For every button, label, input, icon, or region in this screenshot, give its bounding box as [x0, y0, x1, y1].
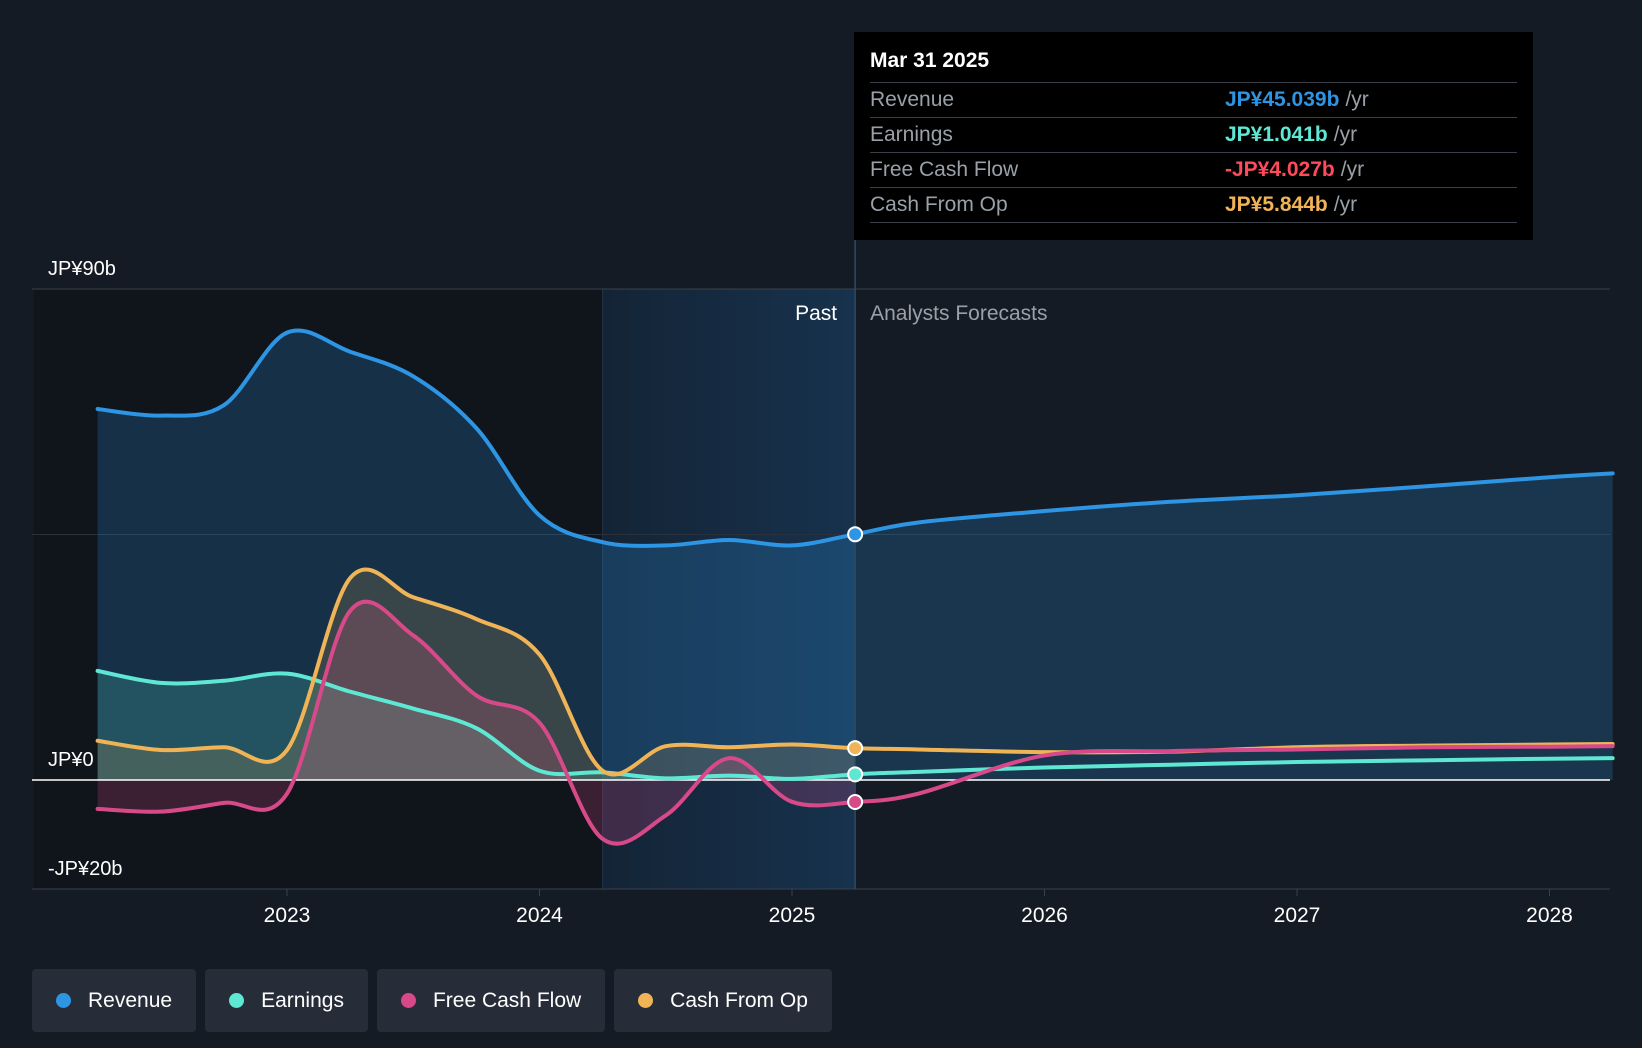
x-tick-label: 2025 [769, 904, 816, 927]
legend-item-free-cash-flow[interactable]: Free Cash Flow [376, 969, 606, 1032]
forecast-label: Analysts Forecasts [870, 302, 1047, 325]
legend: Revenue Earnings Free Cash Flow Cash Fro… [32, 969, 832, 1032]
tooltip-unit: /yr [1333, 193, 1358, 216]
free-cash-flow-marker [847, 793, 864, 810]
legend-label: Earnings [261, 988, 344, 1012]
revenue-marker [847, 526, 864, 543]
free-cash-flow-area [97, 601, 856, 844]
x-tick-label: 2023 [264, 904, 311, 927]
y-tick-label: -JP¥20b [48, 858, 123, 880]
tooltip-row-free-cash-flow: Free Cash Flow -JP¥4.027b /yr [870, 153, 1517, 188]
tooltip-value: JP¥1.041b [1225, 123, 1328, 146]
highlight-region [602, 289, 856, 889]
earnings-dot-icon [229, 993, 245, 1008]
tooltip: Mar 31 2025 Revenue JP¥45.039b /yr Earni… [854, 32, 1533, 240]
x-tick-label: 2027 [1274, 904, 1321, 927]
past-region [33, 289, 603, 889]
cash-from-op-dot-icon [638, 993, 654, 1008]
tooltip-unit: /yr [1345, 88, 1369, 111]
past-label: Past [795, 302, 837, 325]
earnings-marker [847, 766, 864, 783]
revenue-line [95, 328, 1615, 548]
tooltip-value: -JP¥4.027b [1225, 158, 1335, 181]
y-tick-label: JP¥90b [48, 258, 116, 280]
tooltip-value: JP¥45.039b [1225, 88, 1340, 111]
tooltip-label: Revenue [870, 88, 955, 111]
tooltip-label: Earnings [870, 123, 953, 146]
legend-label: Cash From Op [670, 988, 808, 1012]
tooltip-unit: /yr [1340, 158, 1365, 181]
legend-item-revenue[interactable]: Revenue [32, 969, 197, 1032]
legend-label: Free Cash Flow [432, 988, 582, 1012]
revenue-dot-icon [56, 993, 71, 1008]
tooltip-unit: /yr [1333, 123, 1358, 146]
free-cash-flow-line [95, 599, 1615, 846]
x-tick-label: 2028 [1526, 904, 1573, 927]
cash-from-op-area [97, 569, 856, 780]
legend-item-cash-from-op[interactable]: Cash From Op [614, 969, 832, 1032]
earnings-line [95, 668, 1615, 781]
tooltip-row-revenue: Revenue JP¥45.039b /yr [870, 83, 1517, 118]
x-tick-label: 2024 [516, 904, 563, 927]
cash-from-op-line [95, 567, 1615, 777]
y-tick-label: JP¥0 [48, 749, 94, 771]
tooltip-row-cash-from-op: Cash From Op JP¥5.844b /yr [870, 188, 1517, 223]
tooltip-label: Cash From Op [870, 193, 1008, 216]
x-tick-label: 2026 [1021, 904, 1068, 927]
tooltip-label: Free Cash Flow [870, 158, 1019, 181]
legend-item-earnings[interactable]: Earnings [205, 969, 368, 1032]
cash-from-op-marker [847, 740, 864, 757]
tooltip-date: Mar 31 2025 [870, 46, 1517, 83]
tooltip-row-earnings: Earnings JP¥1.041b /yr [870, 118, 1517, 153]
legend-label: Revenue [88, 988, 173, 1012]
free-cash-flow-dot-icon [400, 993, 416, 1008]
tooltip-value: JP¥5.844b [1225, 193, 1328, 216]
